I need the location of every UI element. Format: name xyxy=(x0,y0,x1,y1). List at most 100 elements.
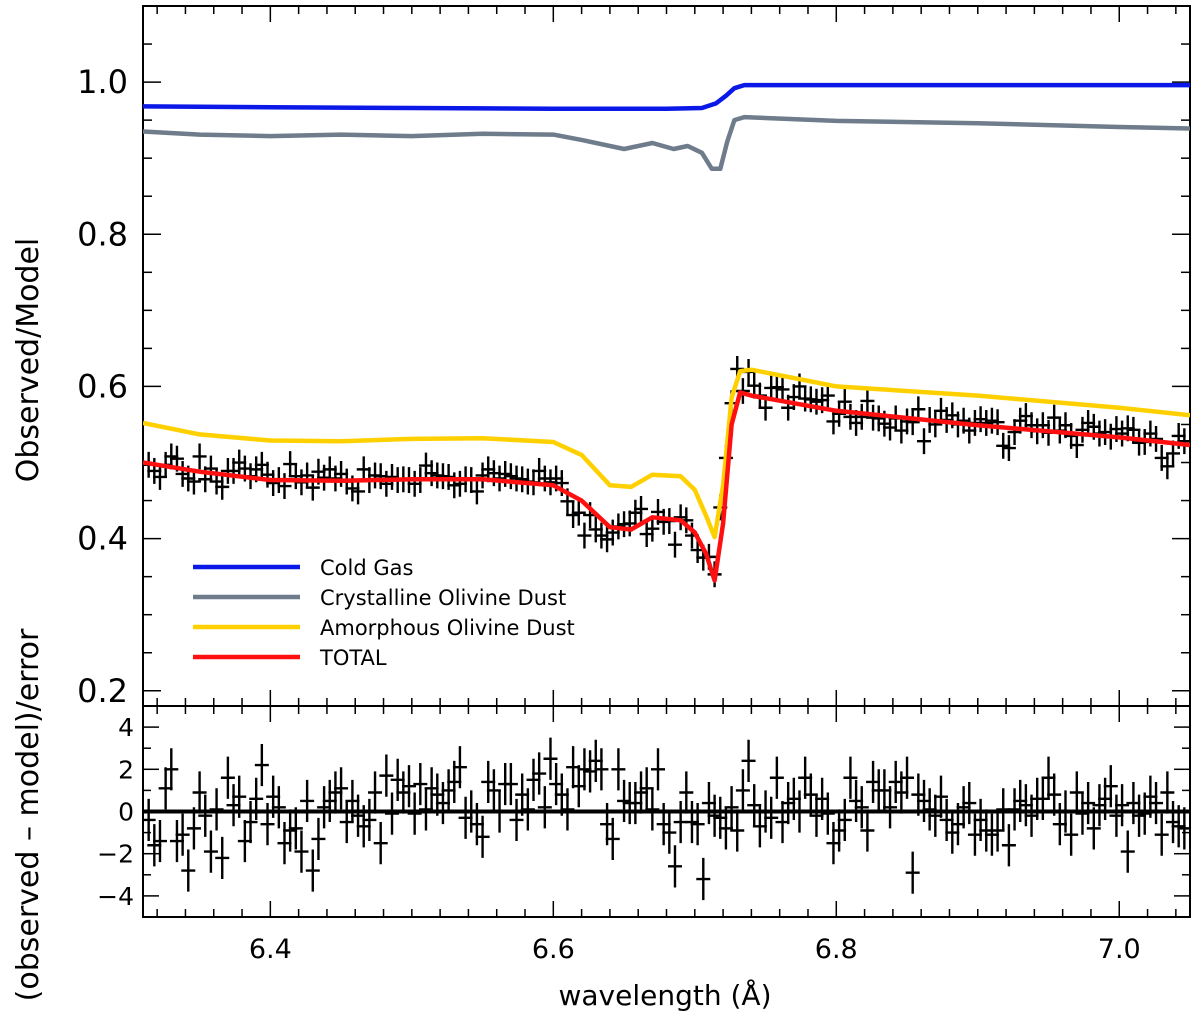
residuals-group xyxy=(143,737,1190,901)
xlabel: wavelength (Å) xyxy=(558,978,771,1012)
top-panel: 0.2 0.4 0.6 0.8 1.0 Cold Gas Crystalline Olivi… xyxy=(77,5,1191,710)
x-tick-label: 6.8 xyxy=(815,934,858,965)
observed-point xyxy=(634,496,649,522)
residual-point xyxy=(1160,771,1175,814)
legend-label: Crystalline Olivine Dust xyxy=(320,586,566,610)
residual-point xyxy=(1047,773,1062,816)
residual-point xyxy=(509,798,524,842)
residual-point xyxy=(900,756,915,799)
observed-point xyxy=(577,522,592,549)
top-axis-title-group: Observed/Model xyxy=(11,238,46,483)
residual-point xyxy=(611,748,626,791)
residual-point xyxy=(537,786,552,829)
residual-point xyxy=(249,777,264,820)
bottom-y-tick-label: −2 xyxy=(97,840,134,869)
residual-point xyxy=(181,849,196,892)
residual-point xyxy=(209,788,224,831)
residual-point xyxy=(334,767,349,810)
residual-point xyxy=(690,803,705,846)
residual-point xyxy=(820,792,835,835)
legend-label: Cold Gas xyxy=(320,556,413,580)
observed-data-group xyxy=(143,356,1190,588)
residual-point xyxy=(1177,807,1190,850)
residual-point xyxy=(520,788,535,831)
residual-point xyxy=(837,798,852,842)
residual-point xyxy=(1064,813,1079,856)
series-line-amorphous-olivine-dust xyxy=(143,367,1190,540)
residual-point xyxy=(452,746,467,789)
observed-point xyxy=(990,409,1005,436)
residual-point xyxy=(305,849,320,892)
top-y-tick-label: 0.6 xyxy=(77,367,128,405)
residual-point xyxy=(243,800,258,844)
observed-point xyxy=(860,387,875,414)
observed-point xyxy=(917,428,932,455)
residual-point xyxy=(164,748,179,791)
residual-point xyxy=(143,798,156,842)
residual-point xyxy=(300,779,315,823)
observed-point xyxy=(928,411,943,438)
legend: Cold Gas Crystalline Olivine Dust Amorphou… xyxy=(193,556,575,670)
residual-point xyxy=(1149,781,1164,825)
residual-point xyxy=(730,809,745,852)
residual-point xyxy=(401,765,416,808)
residual-point xyxy=(1120,830,1135,873)
legend-label: Amorphous Olivine Dust xyxy=(320,616,575,640)
legend-label: TOTAL xyxy=(319,646,387,670)
residual-point xyxy=(215,836,230,880)
residual-point xyxy=(175,813,190,856)
observed-point xyxy=(469,478,484,505)
residual-point xyxy=(1086,807,1101,850)
bottom-y-tick-label: 4 xyxy=(118,713,134,742)
residual-point xyxy=(933,775,948,818)
series-line-cold-gas xyxy=(143,82,1190,111)
residual-point xyxy=(645,788,660,831)
bottom-y-tick-label: 2 xyxy=(118,755,134,784)
observed-point xyxy=(775,376,790,403)
observed-point xyxy=(277,473,292,500)
residual-point xyxy=(696,857,711,901)
top-y-tick-label: 0.8 xyxy=(77,215,128,253)
residual-point xyxy=(220,756,235,799)
observed-point xyxy=(1177,428,1190,455)
residual-point xyxy=(203,830,218,873)
top-plot-frame xyxy=(142,5,1191,707)
residual-point xyxy=(385,792,400,835)
residual-point xyxy=(192,771,207,814)
residual-point xyxy=(883,786,898,829)
residual-point xyxy=(407,792,422,835)
residual-point xyxy=(503,762,518,806)
residual-point xyxy=(260,803,275,846)
bottom-panel: 6.4 6.6 6.8 7.0 −4 −2 0 2 4 xyxy=(97,705,1191,965)
series-line-crystalline-olivine-dust xyxy=(143,114,1190,172)
residual-point xyxy=(769,756,784,799)
residual-point xyxy=(662,811,677,854)
x-tick-label: 6.4 xyxy=(249,934,292,965)
residual-point xyxy=(232,775,247,818)
bottom-axis-titles-group: (observed – model)/error wavelength (Å) xyxy=(11,628,772,1012)
residual-point xyxy=(271,786,286,829)
residual-point xyxy=(792,790,807,833)
observed-point xyxy=(645,515,660,542)
residual-point xyxy=(1103,765,1118,808)
x-tick-label: 6.6 xyxy=(532,934,575,965)
residual-point xyxy=(741,739,756,782)
top-y-tick-label: 0.2 xyxy=(77,672,128,710)
residual-point xyxy=(1058,790,1073,833)
residual-point xyxy=(1001,824,1016,867)
residual-point xyxy=(667,845,682,888)
residual-point xyxy=(962,781,977,825)
observed-point xyxy=(215,473,230,500)
model-curves-group xyxy=(143,82,1190,583)
residual-point xyxy=(735,769,750,812)
residual-point xyxy=(362,798,377,842)
residual-point xyxy=(1154,813,1169,856)
observed-point xyxy=(667,531,682,558)
residual-point xyxy=(543,737,558,780)
residual-point xyxy=(594,748,609,791)
residual-point xyxy=(186,807,201,850)
bottom-y-tick-label: 0 xyxy=(118,798,134,827)
top-y-tick-label: 1.0 xyxy=(77,63,128,101)
residual-point xyxy=(651,748,666,791)
